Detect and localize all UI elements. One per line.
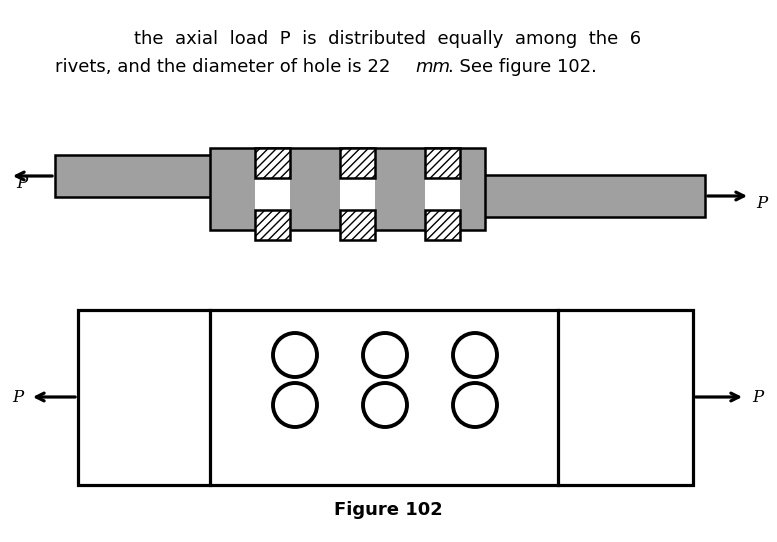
- Ellipse shape: [273, 333, 317, 377]
- Text: P: P: [16, 175, 27, 191]
- Bar: [255, 178, 290, 210]
- Text: P: P: [752, 389, 764, 405]
- Bar: [78, 310, 693, 485]
- Bar: [210, 148, 485, 230]
- Bar: [255, 148, 290, 178]
- Bar: [340, 178, 375, 210]
- Text: the  axial  load  P  is  distributed  equally  among  the  6: the axial load P is distributed equally …: [134, 30, 642, 48]
- Ellipse shape: [453, 383, 497, 427]
- Bar: [425, 210, 460, 240]
- Bar: [300, 175, 705, 217]
- Text: Figure 102: Figure 102: [333, 501, 442, 519]
- Bar: [55, 155, 345, 197]
- Ellipse shape: [363, 333, 407, 377]
- Text: P: P: [12, 389, 23, 405]
- Ellipse shape: [453, 333, 497, 377]
- Text: rivets, and the diameter of hole is 22: rivets, and the diameter of hole is 22: [55, 58, 390, 76]
- Text: mm: mm: [415, 58, 450, 76]
- Ellipse shape: [273, 383, 317, 427]
- Text: P: P: [757, 195, 768, 211]
- Ellipse shape: [363, 383, 407, 427]
- Bar: [425, 178, 460, 210]
- Bar: [425, 148, 460, 178]
- Text: . See figure 102.: . See figure 102.: [448, 58, 597, 76]
- Bar: [340, 148, 375, 178]
- Bar: [340, 210, 375, 240]
- Bar: [255, 210, 290, 240]
